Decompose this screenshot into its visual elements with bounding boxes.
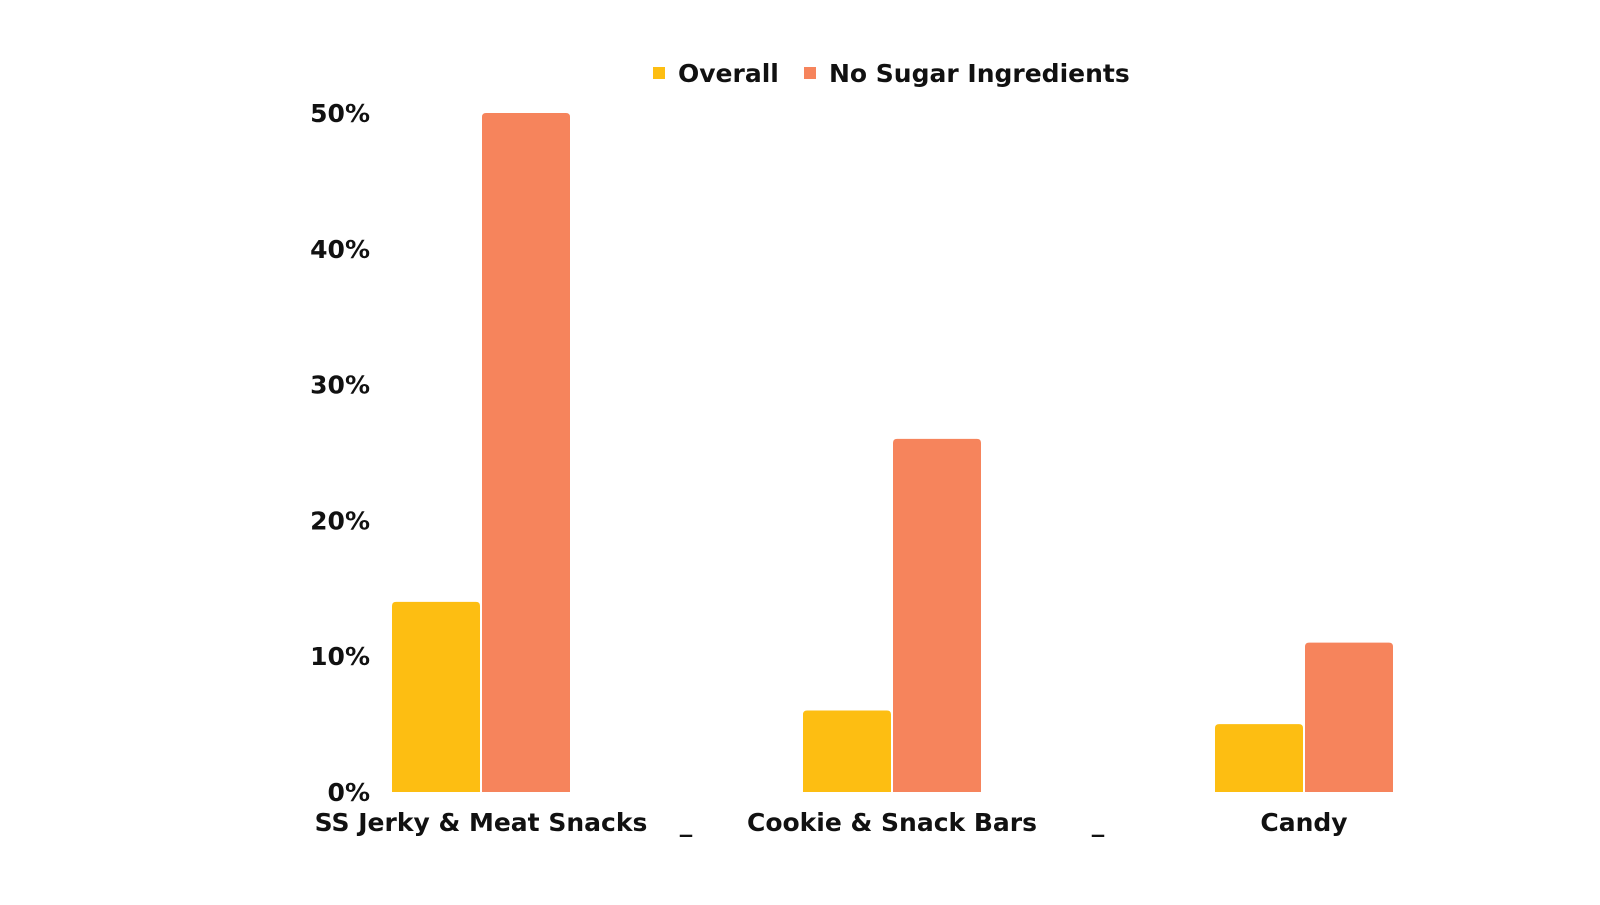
x-category-label: SS Jerky & Meat Snacks	[315, 808, 648, 837]
x-axis: SS Jerky & Meat Snacks Cookie & Snack Bar…	[315, 808, 1348, 837]
legend-label: No Sugar Ingredients	[829, 59, 1130, 88]
bar-overall-2	[1215, 724, 1303, 792]
y-tick-label: 40%	[310, 235, 370, 264]
y-tick-label: 20%	[310, 506, 370, 535]
x-category-label: Candy	[1260, 808, 1347, 837]
bar-overall-0	[392, 601, 480, 792]
y-tick-label: 10%	[310, 642, 370, 671]
bar-overall-1	[803, 710, 891, 792]
x-category-label: Cookie & Snack Bars	[747, 808, 1037, 837]
legend-swatch	[653, 67, 665, 79]
legend-item-overall: Overall	[653, 59, 779, 88]
y-axis: 0% 10% 20% 30% 40% 50%	[310, 99, 370, 807]
bars	[392, 113, 1393, 792]
bar-no-sugar-1	[893, 438, 981, 792]
bar-no-sugar-2	[1305, 642, 1393, 792]
legend-label: Overall	[678, 59, 779, 88]
y-tick-label: 0%	[328, 778, 370, 807]
legend-item-no-sugar: No Sugar Ingredients	[804, 59, 1130, 88]
y-tick-label: 50%	[310, 99, 370, 128]
category-separator: _	[680, 808, 693, 837]
category-separator: _	[1092, 808, 1105, 837]
legend: Overall No Sugar Ingredients	[653, 59, 1130, 88]
y-tick-label: 30%	[310, 371, 370, 400]
bar-no-sugar-0	[482, 113, 570, 792]
legend-swatch	[804, 67, 816, 79]
